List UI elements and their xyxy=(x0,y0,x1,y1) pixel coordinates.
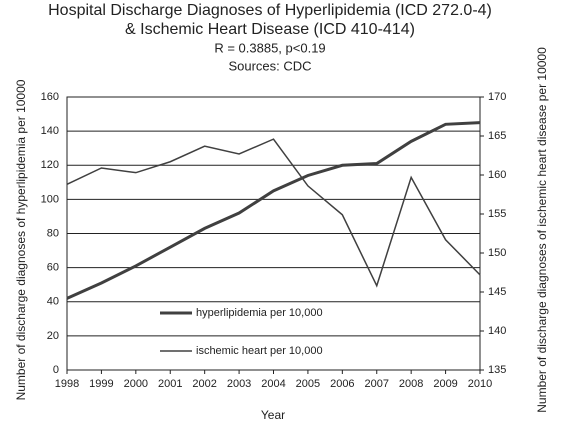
y2-tick-label: 135 xyxy=(488,364,506,376)
x-tick-label: 2009 xyxy=(433,378,457,390)
chart-subtitle: R = 0.3885, p<0.19 xyxy=(214,40,325,55)
series-line xyxy=(66,121,481,300)
y2-tick-label: 140 xyxy=(488,325,506,337)
legend-label: hyperlipidemia per 10,000 xyxy=(196,307,323,319)
y-tick-label: 140 xyxy=(41,125,59,137)
chart-subtitle: Sources: CDC xyxy=(228,58,311,73)
y-tick-label: 60 xyxy=(47,262,59,274)
x-tick-label: 2000 xyxy=(124,378,148,390)
x-tick-label: 2004 xyxy=(261,378,285,390)
y2-tick-label: 145 xyxy=(488,286,506,298)
x-tick-label: 2003 xyxy=(227,378,251,390)
x-tick-label: 1999 xyxy=(89,378,113,390)
y-tick-label: 100 xyxy=(41,193,59,205)
y2-tick-label: 155 xyxy=(488,208,506,220)
x-tick-label: 2005 xyxy=(296,378,320,390)
x-axis-label: Year xyxy=(261,408,285,422)
x-tick-label: 2001 xyxy=(158,378,182,390)
y-tick-label: 20 xyxy=(47,330,59,342)
x-tick-label: 2002 xyxy=(192,378,216,390)
chart-title: & Ischemic Heart Disease (ICD 410-414) xyxy=(125,21,415,38)
x-tick-label: 2008 xyxy=(399,378,423,390)
x-tick-label: 2007 xyxy=(365,378,389,390)
x-tick-label: 2006 xyxy=(330,378,354,390)
y-tick-label: 160 xyxy=(41,91,59,103)
series-line xyxy=(66,138,481,288)
y2-tick-label: 170 xyxy=(488,91,506,103)
y2-axis-label: Number of discharge diagnoses of ischemi… xyxy=(535,47,549,413)
y-tick-label: 0 xyxy=(53,364,59,376)
y2-tick-label: 160 xyxy=(488,169,506,181)
y-tick-label: 80 xyxy=(47,227,59,239)
x-tick-label: 2010 xyxy=(468,378,492,390)
chart-title: Hospital Discharge Diagnoses of Hyperlip… xyxy=(48,2,492,19)
y-tick-label: 120 xyxy=(41,159,59,171)
legend-label: ischemic heart per 10,000 xyxy=(196,345,323,357)
plot-frame xyxy=(66,96,481,371)
x-tick-label: 1998 xyxy=(55,378,79,390)
y2-tick-label: 165 xyxy=(488,130,506,142)
y2-tick-label: 150 xyxy=(488,247,506,259)
y-axis-label: Number of discharge diagnoses of hyperli… xyxy=(14,79,28,400)
y-tick-label: 40 xyxy=(47,296,59,308)
